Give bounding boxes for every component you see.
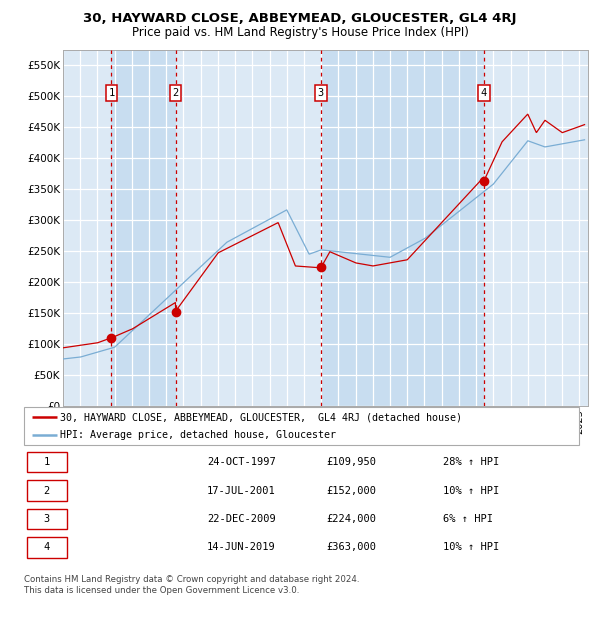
Text: 10% ↑ HPI: 10% ↑ HPI [443, 542, 499, 552]
Text: 10% ↑ HPI: 10% ↑ HPI [443, 485, 499, 495]
Text: 3: 3 [44, 514, 50, 524]
Bar [484, 50, 588, 406]
Text: £109,950: £109,950 [326, 457, 376, 467]
Text: 30, HAYWARD CLOSE, ABBEYMEAD, GLOUCESTER, GL4 4RJ: 30, HAYWARD CLOSE, ABBEYMEAD, GLOUCESTER… [83, 12, 517, 25]
Text: 3: 3 [318, 88, 324, 98]
Text: 14-JUN-2019: 14-JUN-2019 [207, 542, 276, 552]
Text: 30, HAYWARD CLOSE, ABBEYMEAD, GLOUCESTER,  GL4 4RJ (detached house): 30, HAYWARD CLOSE, ABBEYMEAD, GLOUCESTER… [60, 412, 462, 422]
Bar [321, 50, 484, 406]
Text: Contains HM Land Registry data © Crown copyright and database right 2024.
This d: Contains HM Land Registry data © Crown c… [24, 575, 359, 595]
Text: 2: 2 [44, 485, 50, 495]
Text: 4: 4 [481, 88, 487, 98]
Text: 6% ↑ HPI: 6% ↑ HPI [443, 514, 493, 524]
Text: HPI: Average price, detached house, Gloucester: HPI: Average price, detached house, Glou… [60, 430, 336, 440]
Text: £152,000: £152,000 [326, 485, 376, 495]
FancyBboxPatch shape [27, 452, 67, 472]
Text: 22-DEC-2009: 22-DEC-2009 [207, 514, 276, 524]
Text: Price paid vs. HM Land Registry's House Price Index (HPI): Price paid vs. HM Land Registry's House … [131, 26, 469, 39]
Text: 17-JUL-2001: 17-JUL-2001 [207, 485, 276, 495]
Text: 1: 1 [108, 88, 115, 98]
Text: 2: 2 [172, 88, 179, 98]
FancyBboxPatch shape [27, 509, 67, 529]
Bar [63, 50, 112, 406]
Text: £363,000: £363,000 [326, 542, 376, 552]
Bar [112, 50, 176, 406]
Text: 24-OCT-1997: 24-OCT-1997 [207, 457, 276, 467]
Text: £224,000: £224,000 [326, 514, 376, 524]
FancyBboxPatch shape [27, 480, 67, 501]
Text: 1: 1 [44, 457, 50, 467]
Text: 28% ↑ HPI: 28% ↑ HPI [443, 457, 499, 467]
FancyBboxPatch shape [27, 538, 67, 557]
Text: 4: 4 [44, 542, 50, 552]
Bar [176, 50, 321, 406]
